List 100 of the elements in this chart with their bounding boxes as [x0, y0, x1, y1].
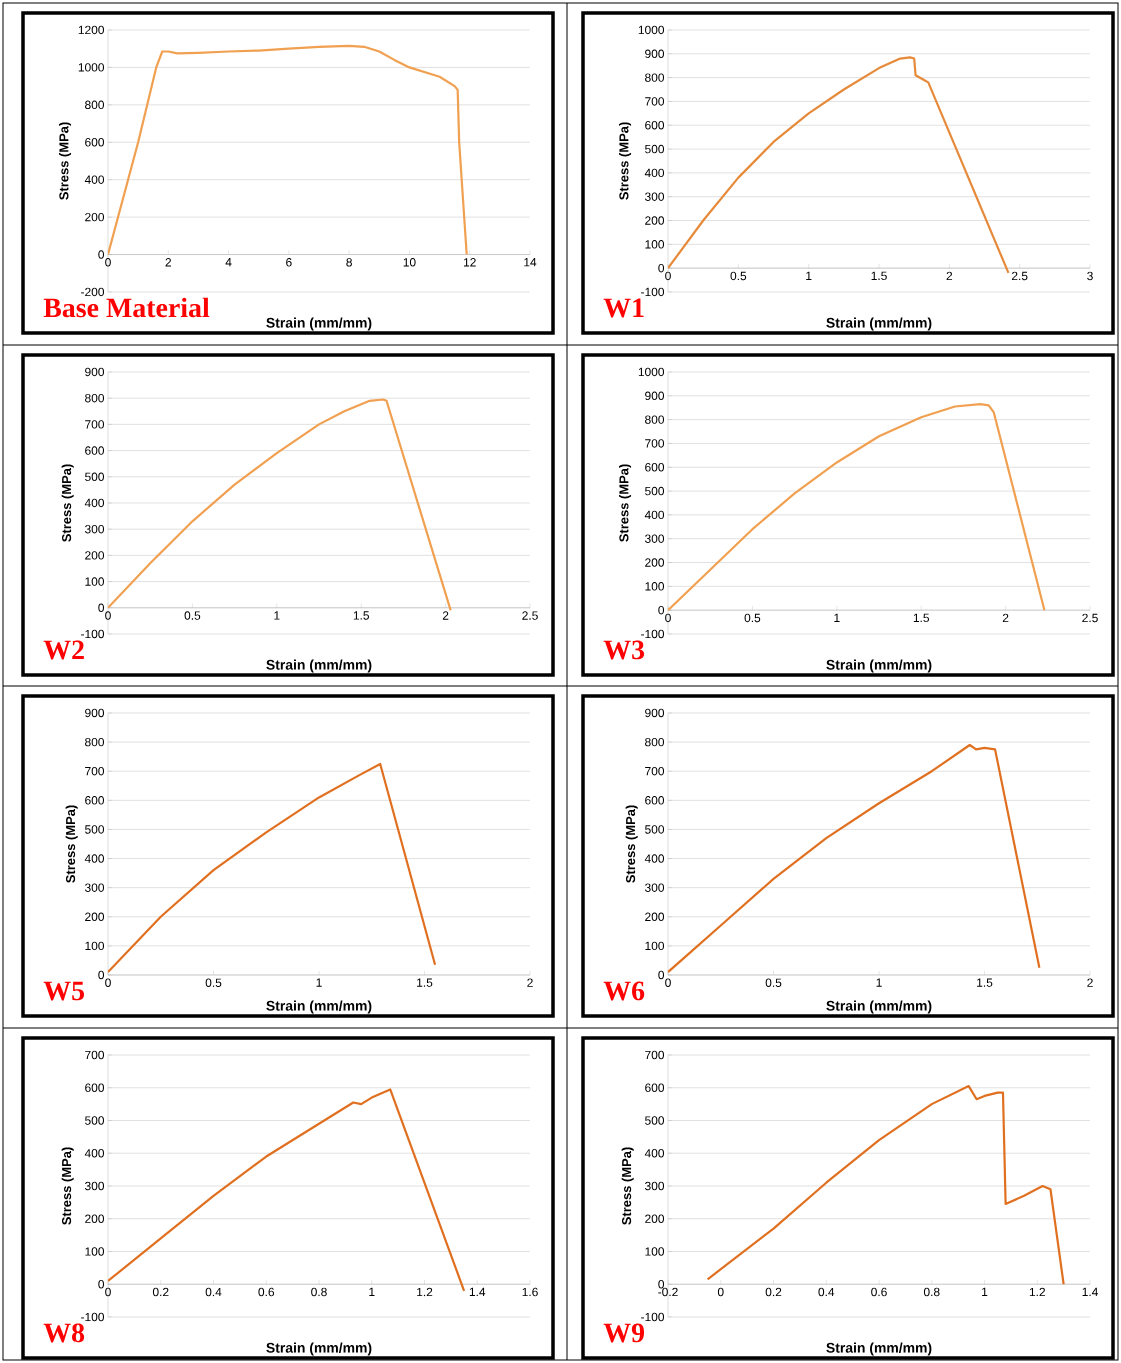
- y-tick-label: 400: [84, 1149, 105, 1158]
- y-tick-label: -100: [641, 1312, 665, 1322]
- text: W3: [603, 640, 645, 660]
- y-tick-label: 600: [85, 138, 105, 147]
- y-tick-label: 200: [645, 558, 665, 567]
- y-tick-label: -100: [641, 287, 665, 297]
- y-tick-label: 200: [645, 1214, 665, 1223]
- x-tick-label: 3: [1087, 271, 1093, 281]
- x-axis-title: Strain (mm/mm): [826, 659, 932, 673]
- x-tick-label: 2.5: [522, 611, 538, 620]
- y-tick-label: 900: [85, 708, 105, 718]
- x-tick-label: 1.5: [871, 271, 887, 281]
- text: Base Material: [43, 297, 210, 318]
- x-tick-label: 1.4: [1082, 1287, 1098, 1296]
- y-axis-title: Stress (MPa): [618, 122, 632, 200]
- x-tick-label: 1.6: [522, 1287, 538, 1297]
- y-tick-label: 700: [645, 97, 665, 106]
- x-tick-label: 8: [346, 258, 352, 267]
- y-tick-label: 300: [645, 534, 665, 543]
- x-tick-label: 1.5: [353, 611, 370, 620]
- text: W6: [603, 981, 645, 1001]
- y-tick-label: 900: [85, 367, 105, 377]
- line-series: [668, 403, 1046, 612]
- x-axis-title: Strain (mm/mm): [826, 317, 932, 331]
- line-series: [706, 1085, 1065, 1286]
- y-tick-label: 200: [85, 551, 105, 560]
- y-axis-title: Stress (MPa): [65, 805, 78, 883]
- x-tick-label: 1: [982, 1287, 988, 1296]
- y-tick-label: 600: [645, 1083, 665, 1092]
- y-tick-label: 700: [85, 1050, 105, 1060]
- x-axis-title: Strain (mm/mm): [826, 1000, 932, 1014]
- y-tick-label: 600: [85, 1083, 105, 1092]
- x-tick-label: 0: [717, 1287, 724, 1297]
- y-tick-label: 500: [85, 472, 105, 481]
- y-tick-label: 500: [645, 1116, 665, 1125]
- y-tick-label: 0: [98, 1280, 105, 1289]
- x-tick-label: 0: [105, 611, 111, 620]
- y-tick-label: 100: [85, 941, 105, 951]
- x-tick-label: 1.2: [417, 1287, 433, 1297]
- y-tick-label: 400: [84, 175, 105, 184]
- x-tick-label: 0.5: [765, 978, 782, 987]
- y-tick-label: 500: [645, 825, 665, 834]
- y-tick-label: -100: [641, 629, 665, 639]
- x-tick-label: 2.5: [1011, 271, 1028, 281]
- y-tick-label: 500: [85, 1116, 105, 1125]
- x-tick-label: 6: [286, 258, 292, 267]
- y-tick-label: 500: [85, 825, 105, 834]
- y-tick-label: 0: [98, 603, 105, 612]
- line-series: [108, 762, 437, 974]
- x-tick-label: 1: [806, 271, 812, 280]
- y-tick-label: 600: [645, 121, 665, 130]
- y-tick-label: 400: [84, 854, 105, 863]
- y-tick-label: 1000: [78, 63, 105, 72]
- y-axis-title: Stress (MPa): [618, 464, 632, 542]
- y-tick-label: 800: [645, 73, 665, 82]
- y-tick-label: 800: [645, 737, 665, 747]
- x-tick-label: -0.2: [658, 1287, 678, 1297]
- y-tick-label: 1200: [78, 25, 105, 35]
- line-series: [108, 398, 452, 612]
- y-tick-label: 700: [645, 1050, 665, 1060]
- y-tick-label: 600: [85, 446, 105, 455]
- y-tick-label: 700: [645, 766, 665, 776]
- x-tick-label: 1: [316, 978, 322, 987]
- y-tick-label: 500: [645, 144, 665, 154]
- x-tick-label: 0.2: [765, 1287, 782, 1297]
- y-tick-label: 1000: [638, 25, 665, 35]
- y-tick-label: 800: [85, 100, 105, 110]
- y-tick-label: 700: [645, 439, 665, 448]
- text: W1: [603, 298, 644, 318]
- y-tick-label: 500: [645, 486, 665, 496]
- line-series: [108, 44, 468, 256]
- x-tick-label: 10: [403, 258, 416, 267]
- y-tick-label: 400: [644, 168, 665, 178]
- y-tick-label: 100: [645, 941, 665, 951]
- x-tick-label: 2: [1002, 613, 1009, 623]
- y-tick-label: 0: [658, 1280, 665, 1289]
- y-tick-label: 600: [645, 463, 665, 472]
- x-tick-label: 1: [876, 978, 882, 987]
- y-tick-label: 200: [85, 212, 105, 222]
- x-tick-label: 0.5: [730, 271, 747, 281]
- y-tick-label: 400: [644, 1149, 665, 1158]
- x-tick-label: 0.5: [205, 978, 222, 987]
- y-axis-title: Stress (MPa): [61, 464, 74, 542]
- text: W2: [43, 640, 84, 660]
- y-axis-title: Stress (MPa): [61, 1147, 74, 1225]
- y-axis-title: Stress (MPa): [58, 122, 72, 200]
- y-axis-title: Stress (MPa): [621, 1147, 634, 1225]
- x-tick-label: 0.8: [923, 1287, 940, 1297]
- x-tick-label: 0.5: [744, 613, 761, 623]
- y-axis-title: Stress (MPa): [625, 805, 638, 883]
- x-tick-label: 0.6: [258, 1287, 275, 1297]
- y-tick-label: 900: [645, 49, 665, 59]
- y-tick-label: 100: [85, 577, 105, 586]
- x-tick-label: 14: [524, 258, 537, 267]
- x-tick-label: 2: [165, 258, 172, 267]
- x-tick-label: 1.5: [913, 613, 930, 623]
- x-tick-label: 1.2: [1029, 1287, 1045, 1297]
- y-tick-label: 300: [645, 1181, 665, 1191]
- y-tick-label: 400: [84, 498, 105, 508]
- y-tick-label: 900: [645, 391, 665, 401]
